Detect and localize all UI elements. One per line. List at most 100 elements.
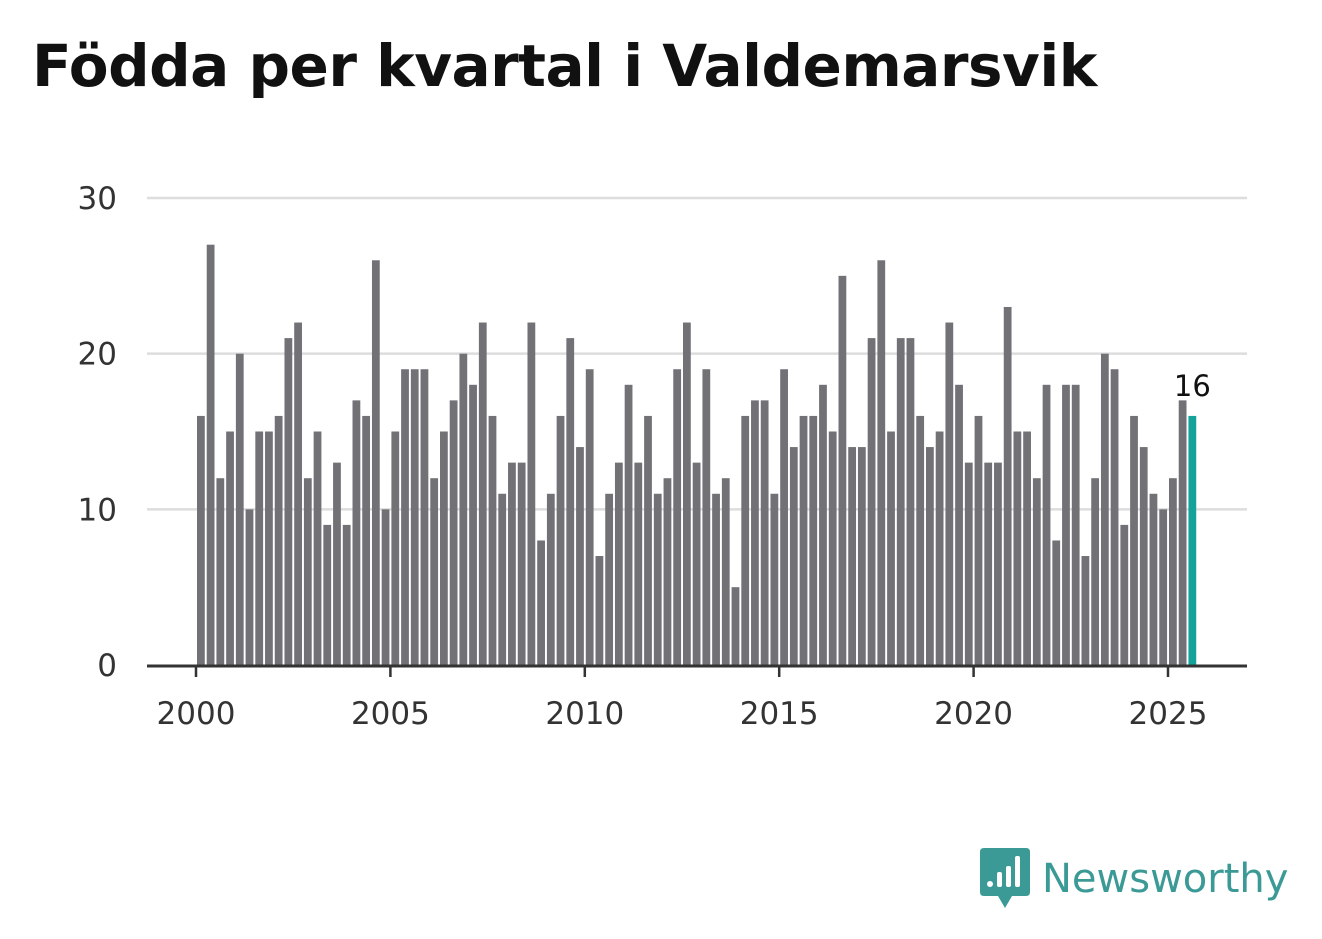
bar <box>634 462 643 665</box>
bar <box>362 415 371 665</box>
bar <box>955 384 963 665</box>
brand-name: Newsworthy <box>1042 856 1289 902</box>
bars <box>197 244 1197 665</box>
bar <box>420 369 429 665</box>
bar <box>1159 509 1168 665</box>
bar <box>595 556 604 665</box>
bar <box>303 478 312 665</box>
bar <box>1023 431 1031 665</box>
bar <box>916 415 925 665</box>
bar <box>391 431 400 665</box>
bar <box>799 415 808 665</box>
bar <box>1110 369 1119 665</box>
y-tick-label: 30 <box>78 181 117 217</box>
bar <box>371 260 380 665</box>
bar <box>809 415 818 665</box>
bar <box>848 447 857 665</box>
bar <box>265 431 273 665</box>
bar <box>644 415 652 665</box>
bar <box>926 447 934 665</box>
bar <box>498 493 507 665</box>
bar <box>721 478 730 665</box>
bar <box>760 400 769 665</box>
bar <box>1091 478 1100 665</box>
bar <box>624 384 633 665</box>
bar <box>712 493 720 665</box>
bar <box>1100 353 1109 665</box>
bar <box>546 493 555 665</box>
x-tick-label: 2025 <box>1129 696 1208 732</box>
x-tick-label: 2005 <box>351 696 430 732</box>
bar <box>1130 415 1138 665</box>
bar <box>333 462 341 665</box>
bar <box>313 431 322 665</box>
bar <box>702 369 711 665</box>
bar-chart: 0 10 20 30 2000 2005 2010 2015 2020 2025 16 <box>78 181 1247 732</box>
bar <box>770 493 779 665</box>
bar <box>906 338 915 665</box>
bar <box>692 462 701 665</box>
bar <box>226 431 234 665</box>
bar <box>284 338 293 665</box>
bar <box>508 462 516 665</box>
bar <box>1169 478 1177 665</box>
bar <box>352 400 361 665</box>
bar <box>1042 384 1051 665</box>
bar <box>731 587 740 665</box>
bar <box>342 524 351 665</box>
bar <box>235 353 244 665</box>
y-tick-label: 20 <box>78 337 117 373</box>
bar <box>605 493 614 665</box>
bar <box>381 509 390 665</box>
bar <box>663 478 672 665</box>
bar <box>294 322 302 665</box>
bar <box>857 447 866 665</box>
bar <box>274 415 283 665</box>
highlight-data-label: 16 <box>1174 369 1211 403</box>
bar <box>197 415 205 665</box>
bar <box>964 462 973 665</box>
bar-highlight <box>1188 415 1197 665</box>
y-axis-ticks: 0 10 20 30 <box>78 181 117 684</box>
chart-title: Födda per kvartal i Valdemarsvik <box>32 32 1097 100</box>
bar <box>1178 400 1187 665</box>
bar <box>896 338 905 665</box>
bar <box>683 322 691 665</box>
bar <box>1062 384 1070 665</box>
bar <box>945 322 954 665</box>
bar <box>255 431 264 665</box>
bar <box>751 400 759 665</box>
bar <box>1013 431 1022 665</box>
bar <box>935 431 944 665</box>
bar <box>1032 478 1041 665</box>
bar <box>245 509 254 665</box>
bar <box>566 338 575 665</box>
bar <box>556 415 565 665</box>
bar <box>1120 524 1129 665</box>
bar <box>478 322 487 665</box>
bar <box>459 353 468 665</box>
bar <box>1149 493 1158 665</box>
bar <box>410 369 419 665</box>
bar <box>585 369 594 665</box>
bar <box>206 244 215 665</box>
bar <box>469 384 477 665</box>
bar <box>614 462 623 665</box>
y-tick-label: 0 <box>97 648 117 684</box>
bar <box>527 322 536 665</box>
bar <box>877 260 886 665</box>
bar <box>537 540 545 665</box>
bar <box>440 431 448 665</box>
bar <box>828 431 837 665</box>
bar <box>789 447 798 665</box>
bar <box>488 415 497 665</box>
bar <box>780 369 788 665</box>
bar <box>741 415 750 665</box>
x-tick-label: 2000 <box>157 696 236 732</box>
bar <box>449 400 458 665</box>
bar <box>576 447 584 665</box>
x-axis-ticks: 2000 2005 2010 2015 2020 2025 <box>157 667 1208 732</box>
x-tick-label: 2015 <box>740 696 819 732</box>
bar <box>867 338 876 665</box>
bar <box>994 462 1002 665</box>
